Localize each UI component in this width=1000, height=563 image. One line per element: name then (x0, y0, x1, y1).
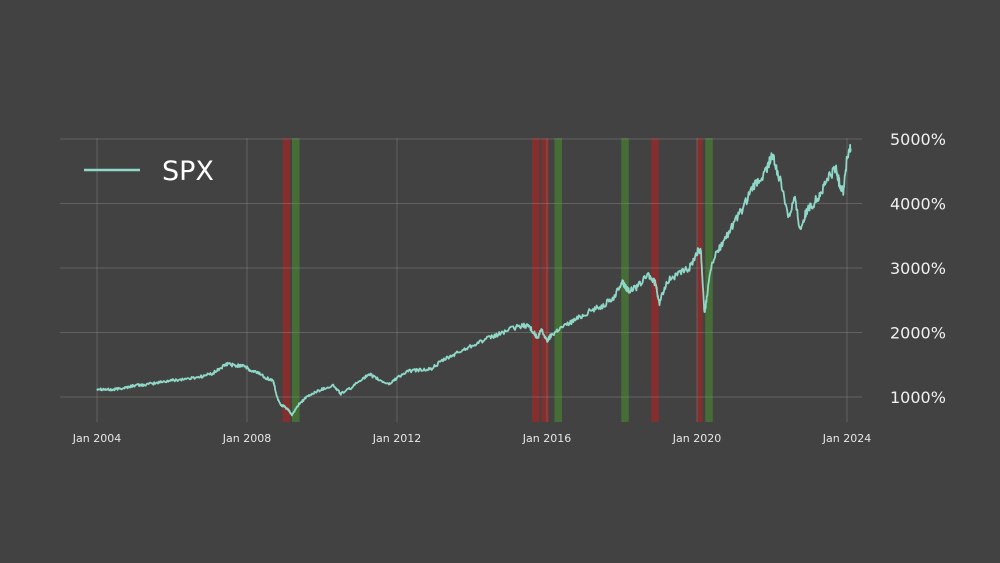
highlight-band (282, 138, 291, 422)
highlight-band (292, 138, 300, 422)
highlight-band (532, 138, 540, 422)
legend: SPX (84, 156, 214, 187)
highlight-band (554, 138, 562, 422)
highlight-bands (282, 138, 713, 422)
y-tick-label: 5000% (890, 130, 946, 149)
y-tick-label: 3000% (890, 259, 946, 278)
x-tick-label: Jan 2012 (372, 432, 421, 445)
y-tick-label: 4000% (890, 195, 946, 214)
x-tick-label: Jan 2004 (72, 432, 121, 445)
series-line-spx (96, 143, 852, 417)
highlight-band (621, 138, 629, 422)
x-tick-label: Jan 2024 (822, 432, 871, 445)
highlight-band (541, 138, 549, 422)
series-layer (96, 143, 852, 417)
highlight-band (697, 138, 703, 422)
y-axis-ticks: 1000% 2000% 3000% 4000% 5000% (890, 130, 946, 407)
grid (60, 138, 862, 422)
x-tick-label: Jan 2020 (672, 432, 721, 445)
x-axis-ticks: Jan 2004 Jan 2008 Jan 2012 Jan 2016 Jan 2020… (72, 432, 871, 445)
y-tick-label: 2000% (890, 324, 946, 343)
x-tick-label: Jan 2016 (522, 432, 571, 445)
y-tick-label: 1000% (890, 388, 946, 407)
x-tick-label: Jan 2008 (222, 432, 271, 445)
legend-label-spx: SPX (162, 156, 214, 187)
